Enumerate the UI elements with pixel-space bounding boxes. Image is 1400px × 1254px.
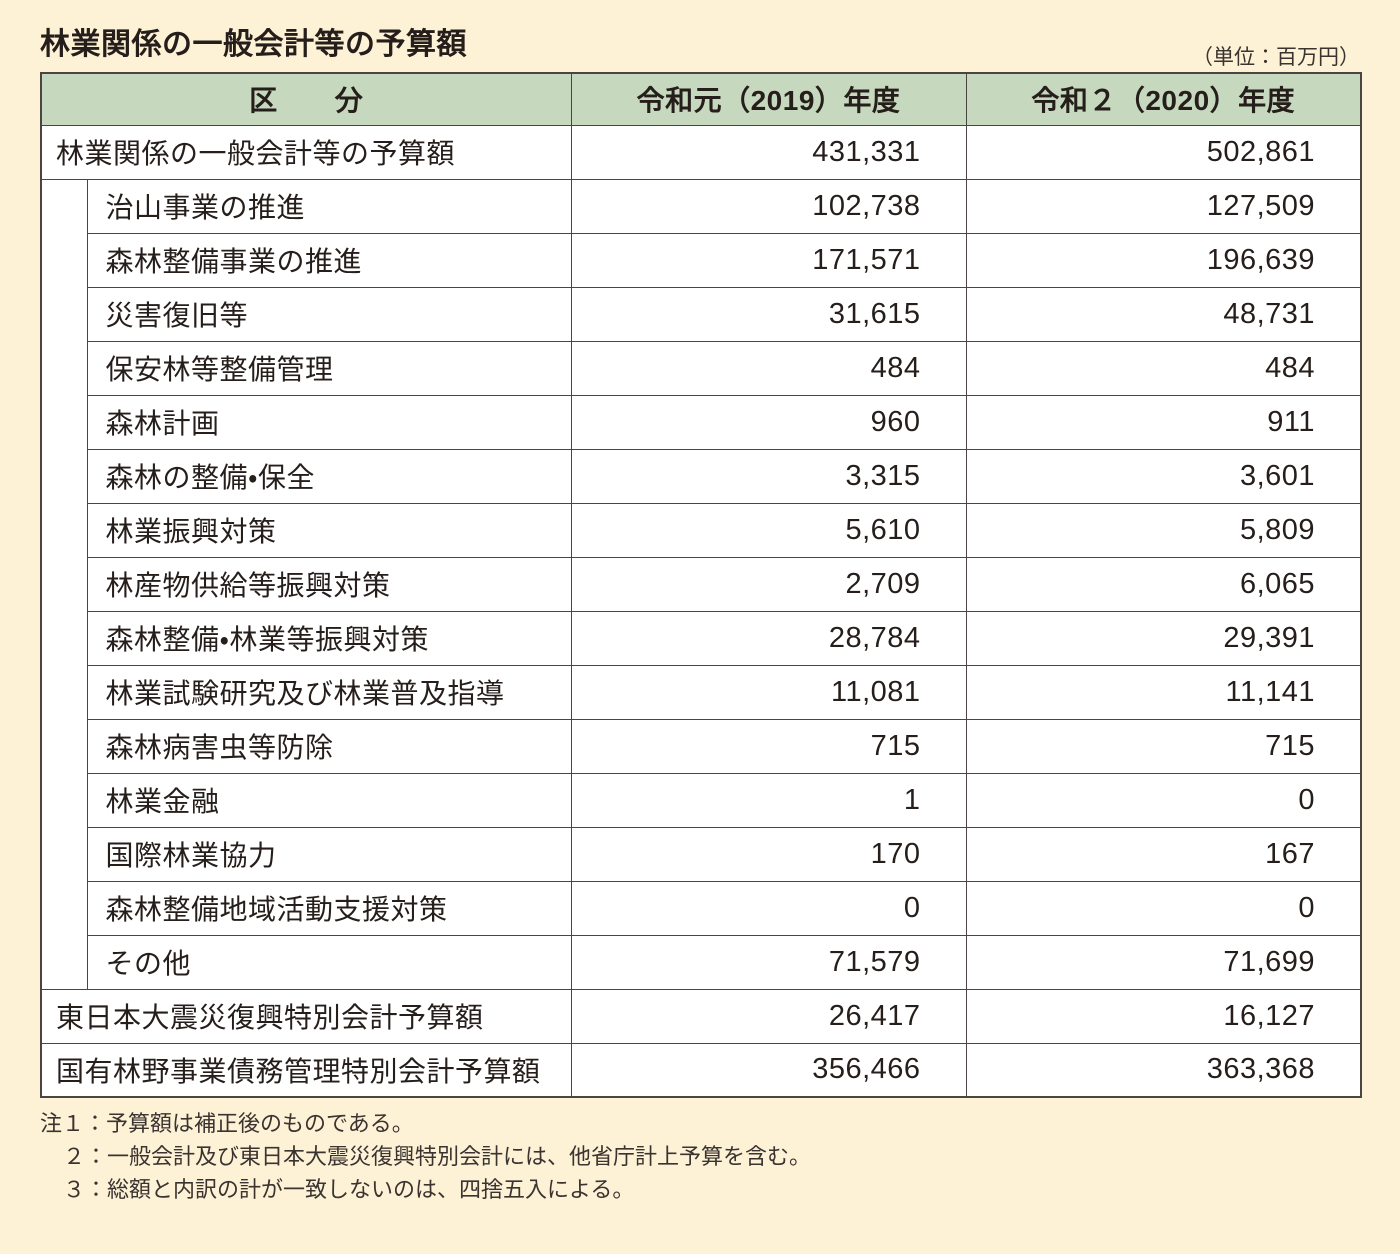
indent-spacer-cell [40, 178, 88, 990]
budget-table: 区 分 令和元（2019）年度 令和２（2020）年度 林業関係の一般会計等の予… [40, 72, 1363, 1098]
value-fy2019: 1 [570, 772, 967, 828]
value-fy2019: 2,709 [570, 556, 967, 612]
value-fy2020: 127,509 [965, 178, 1362, 234]
row-label: 林業振興対策 [86, 502, 572, 558]
budget-table-body: 林業関係の一般会計等の予算額 431,331 502,861 治山事業の推進 102,7… [40, 124, 1362, 1098]
footnotes: 注１：予算額は補正後のものである。 ２：一般会計及び東日本大震災復興特別会計には… [40, 1107, 1360, 1206]
row-label: 森林の整備・保全 [86, 448, 572, 504]
table-row: 林産物供給等振興対策 2,709 6,065 [41, 556, 1362, 612]
row-label: 森林整備・林業等振興対策 [86, 610, 572, 666]
row-label: 森林整備事業の推進 [86, 232, 572, 288]
table-row: 森林病害虫等防除 715 715 [41, 718, 1362, 774]
value-fy2020: 363,368 [965, 1042, 1362, 1098]
row-label: 林業試験研究及び林業普及指導 [86, 664, 572, 720]
row-label: 林産物供給等振興対策 [86, 556, 572, 612]
value-fy2019: 5,610 [570, 502, 967, 558]
row-label: 東日本大震災復興特別会計予算額 [40, 988, 572, 1044]
table-header-row: 区 分 令和元（2019）年度 令和２（2020）年度 [40, 72, 1362, 126]
page-title: 林業関係の一般会計等の予算額 [40, 28, 467, 61]
value-fy2019: 31,615 [570, 286, 967, 342]
value-fy2020: 484 [965, 340, 1362, 396]
table-row: 保安林等整備管理 484 484 [41, 340, 1362, 396]
row-label: 林業金融 [86, 772, 572, 828]
value-fy2020: 167 [965, 826, 1362, 882]
value-fy2020: 196,639 [965, 232, 1362, 288]
value-fy2020: 71,699 [965, 934, 1362, 990]
col-header-fy2020: 令和２（2020）年度 [965, 72, 1362, 126]
value-fy2020: 715 [965, 718, 1362, 774]
table-row: 林業試験研究及び林業普及指導 11,081 11,141 [41, 664, 1362, 720]
row-label: 治山事業の推進 [86, 178, 572, 234]
row-label: 森林病害虫等防除 [86, 718, 572, 774]
table-row: 治山事業の推進 102,738 127,509 [40, 178, 1362, 990]
table-row: 林業振興対策 5,610 5,809 [41, 502, 1362, 558]
table-row: 東日本大震災復興特別会計予算額 26,417 16,127 [40, 988, 1362, 1044]
row-label: その他 [86, 934, 572, 990]
value-fy2020: 3,601 [965, 448, 1362, 504]
footnote-1: 注１：予算額は補正後のものである。 [40, 1111, 414, 1136]
value-fy2020: 11,141 [965, 664, 1362, 720]
row-label: 保安林等整備管理 [86, 340, 572, 396]
value-fy2019: 960 [570, 394, 967, 450]
page: 林業関係の一般会計等の予算額 （単位：百万円） 区 分 令和元（2019）年度 … [40, 0, 1363, 1206]
row-label: 災害復旧等 [86, 286, 572, 342]
value-fy2019: 26,417 [570, 988, 967, 1044]
value-fy2020: 16,127 [965, 988, 1362, 1044]
table-row: 国有林野事業債務管理特別会計予算額 356,466 363,368 [40, 1042, 1362, 1098]
value-fy2019: 28,784 [570, 610, 967, 666]
table-row: その他 71,579 71,699 [41, 934, 1362, 990]
table-row: 森林の整備・保全 3,315 3,601 [41, 448, 1362, 504]
value-fy2019: 102,738 [570, 178, 967, 234]
value-fy2020: 5,809 [965, 502, 1362, 558]
table-row: 林業関係の一般会計等の予算額 431,331 502,861 [40, 124, 1362, 180]
value-fy2019: 71,579 [570, 934, 967, 990]
value-fy2019: 715 [570, 718, 967, 774]
table-row: 森林計画 960 911 [41, 394, 1362, 450]
value-fy2019: 170 [570, 826, 967, 882]
value-fy2020: 48,731 [965, 286, 1362, 342]
table-row: 国際林業協力 170 167 [41, 826, 1362, 882]
table-row: 森林整備事業の推進 171,571 196,639 [41, 232, 1362, 288]
col-header-category: 区 分 [40, 72, 572, 126]
footnote-2: ２：一般会計及び東日本大震災復興特別会計には、他省庁計上予算を含む。 [63, 1144, 812, 1169]
col-header-fy2019: 令和元（2019）年度 [570, 72, 967, 126]
value-fy2019: 431,331 [570, 124, 967, 180]
table-row: 森林整備地域活動支援対策 0 0 [41, 880, 1362, 936]
row-label: 国有林野事業債務管理特別会計予算額 [40, 1042, 572, 1098]
row-label: 国際林業協力 [86, 826, 572, 882]
header-bar: 林業関係の一般会計等の予算額 （単位：百万円） [40, 28, 1360, 69]
row-label: 森林計画 [86, 394, 572, 450]
value-fy2020: 0 [965, 772, 1362, 828]
row-label: 林業関係の一般会計等の予算額 [40, 124, 572, 180]
footnote-3: ３：総額と内訳の計が一致しないのは、四捨五入による。 [63, 1177, 635, 1202]
value-fy2019: 11,081 [570, 664, 967, 720]
value-fy2020: 6,065 [965, 556, 1362, 612]
value-fy2020: 29,391 [965, 610, 1362, 666]
row-label: 森林整備地域活動支援対策 [86, 880, 572, 936]
value-fy2019: 171,571 [570, 232, 967, 288]
value-fy2020: 0 [965, 880, 1362, 936]
value-fy2019: 3,315 [570, 448, 967, 504]
value-fy2019: 356,466 [570, 1042, 967, 1098]
value-fy2019: 484 [570, 340, 967, 396]
table-row: 林業金融 1 0 [41, 772, 1362, 828]
table-row: 災害復旧等 31,615 48,731 [41, 286, 1362, 342]
value-fy2020: 502,861 [965, 124, 1362, 180]
table-row: 森林整備・林業等振興対策 28,784 29,391 [41, 610, 1362, 666]
value-fy2020: 911 [965, 394, 1362, 450]
unit-note: （単位：百万円） [1192, 46, 1360, 69]
value-fy2019: 0 [570, 880, 967, 936]
